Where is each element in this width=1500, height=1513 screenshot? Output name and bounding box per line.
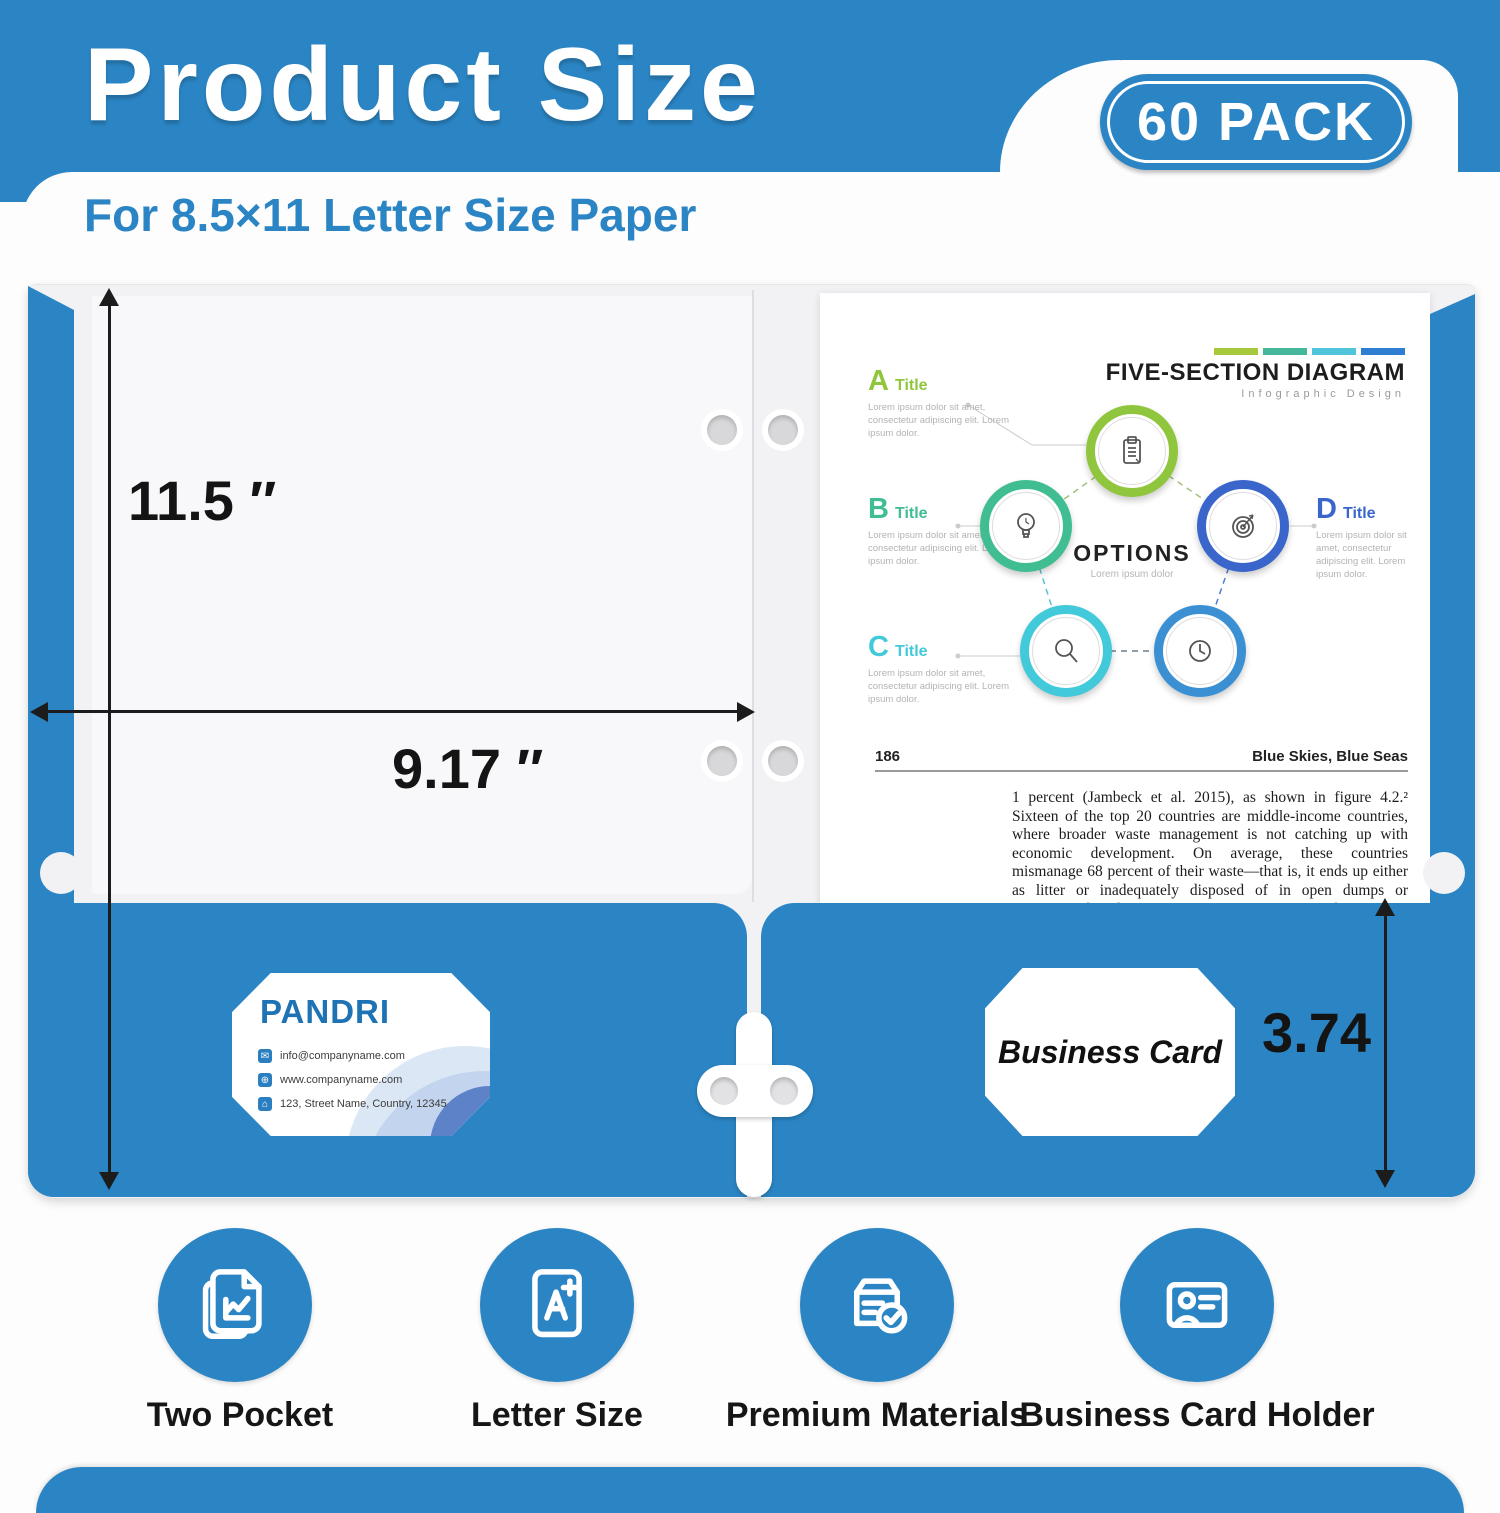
feature-label: Premium Materials [725, 1396, 1029, 1434]
prong-hole [710, 1077, 738, 1105]
pack-count-badge: 60 PACK [1100, 74, 1412, 170]
card-contact-row: ✉ info@companyname.com [258, 1049, 405, 1063]
bottom-accent-bar [36, 1467, 1464, 1513]
section-c-letter: C [868, 631, 889, 663]
arrowhead-left [30, 702, 48, 722]
arrowhead-down [1375, 1170, 1395, 1188]
target-icon [1232, 514, 1254, 538]
punch-hole [707, 415, 737, 445]
globe-icon: ⊕ [258, 1073, 272, 1087]
business-card-label: Business Card [997, 1033, 1223, 1070]
diagram-center-title: OPTIONS [1073, 540, 1191, 566]
section-d-letter: D [1316, 493, 1337, 525]
business-card-pandri: PANDRI ✉ info@companyname.com ⊕ www.comp… [232, 973, 490, 1136]
feature-premium-materials [800, 1228, 954, 1382]
diagram-node-clipboard [1086, 405, 1178, 497]
pack-count-label: 60 PACK [1107, 81, 1405, 163]
page-number: 186 [875, 748, 901, 765]
feature-business-card-holder [1120, 1228, 1274, 1382]
card-contact-row: ⊕ www.companyname.com [258, 1073, 402, 1087]
height-dimension-arrow [108, 302, 111, 1176]
section-b: B Title Lorem ipsum dolor sit amet, conse… [868, 493, 1033, 568]
two-pocket-icon [202, 1269, 262, 1340]
feature-two-pocket [158, 1228, 312, 1382]
premium-materials-icon [854, 1278, 908, 1334]
blank-left-page [92, 296, 752, 894]
section-a-label: Title [894, 377, 928, 394]
magnifier-icon [1055, 639, 1078, 663]
section-b-label: Title [894, 505, 928, 522]
thumb-notch-left [40, 852, 82, 894]
section-c-label: Title [894, 643, 928, 660]
diagram-subtitle: Infographic Design [1241, 388, 1405, 400]
business-card-holder-icon [1166, 1282, 1228, 1328]
footer-rule [875, 770, 1408, 772]
diagram-center: OPTIONS Lorem ipsum dolor [1052, 540, 1212, 580]
arrowhead-down [99, 1172, 119, 1190]
section-c: C Title Lorem ipsum dolor sit amet, conse… [868, 631, 1033, 706]
section-b-letter: B [868, 493, 889, 525]
feature-label: Business Card Holder [1019, 1396, 1375, 1434]
feature-label: Letter Size [471, 1396, 643, 1434]
page-title: Product Size [84, 27, 762, 143]
diagram-node-target [1197, 480, 1289, 572]
diagram-node-idea [980, 480, 1072, 572]
pocket-dimension-label: 3.74 [1262, 1001, 1371, 1064]
pocket-dimension-arrow [1384, 912, 1387, 1174]
body-paragraph: 1 percent (Jambeck et al. 2015), as show… [1012, 789, 1408, 918]
arrowhead-up [1375, 898, 1395, 916]
section-a-letter: A [868, 365, 889, 397]
card-contact-row: ⌂ 123, Street Name, Country, 12345 [258, 1097, 447, 1111]
punch-hole [768, 746, 798, 776]
card-website: www.companyname.com [280, 1074, 403, 1086]
business-card-slot: Business Card [985, 968, 1235, 1136]
folder-fold-line [752, 290, 754, 902]
section-a-body: Lorem ipsum dolor sit amet, consectetur … [868, 402, 1009, 439]
feature-label: Two Pocket [146, 1396, 334, 1434]
arrowhead-up [99, 288, 119, 306]
diagram-node-time [1154, 605, 1246, 697]
prong-hole [770, 1077, 798, 1105]
mail-icon: ✉ [258, 1049, 272, 1063]
section-a: A Title Lorem ipsum dolor sit amet, conse… [868, 365, 1033, 440]
pin-icon: ⌂ [258, 1097, 272, 1111]
printed-page: FIVE-SECTION DIAGRAM Infographic Design … [820, 293, 1430, 918]
lightbulb-icon [1017, 513, 1035, 538]
punch-hole [768, 415, 798, 445]
card-email: info@companyname.com [280, 1050, 405, 1062]
arrowhead-right [737, 702, 755, 722]
height-dimension-label: 11.5 ″ [128, 469, 277, 532]
brand-logo: PANDRI [260, 993, 391, 1030]
section-d-label: Title [1342, 505, 1376, 522]
section-d: D Title Lorem ipsum dolor sit amet, conse… [1316, 493, 1428, 581]
diagram-title: FIVE-SECTION DIAGRAM [1105, 359, 1405, 386]
page-subtitle: For 8.5×11 Letter Size Paper [84, 189, 697, 241]
section-b-body: Lorem ipsum dolor sit amet, consectetur … [868, 530, 1009, 567]
card-address: 123, Street Name, Country, 12345 [280, 1098, 447, 1110]
width-dimension-arrow [46, 710, 740, 713]
folder-right-edge [1430, 294, 1475, 1197]
feature-letter-size [480, 1228, 634, 1382]
width-dimension-label: 9.17 ″ [392, 737, 544, 800]
section-d-body: Lorem ipsum dolor sit amet, consectetur … [1316, 530, 1407, 580]
clock-icon [1189, 640, 1211, 662]
clipboard-icon [1123, 436, 1141, 464]
section-c-body: Lorem ipsum dolor sit amet, consectetur … [868, 668, 1009, 705]
letter-size-icon [532, 1269, 582, 1338]
punch-hole [707, 746, 737, 776]
thumb-notch-right [1423, 852, 1465, 894]
diagram-color-bars [1214, 348, 1405, 355]
header-corner-cut [22, 172, 1500, 242]
book-title: Blue Skies, Blue Seas [1252, 748, 1408, 765]
diagram-center-subtitle: Lorem ipsum dolor [1090, 569, 1174, 580]
diagram-node-search [1020, 605, 1112, 697]
